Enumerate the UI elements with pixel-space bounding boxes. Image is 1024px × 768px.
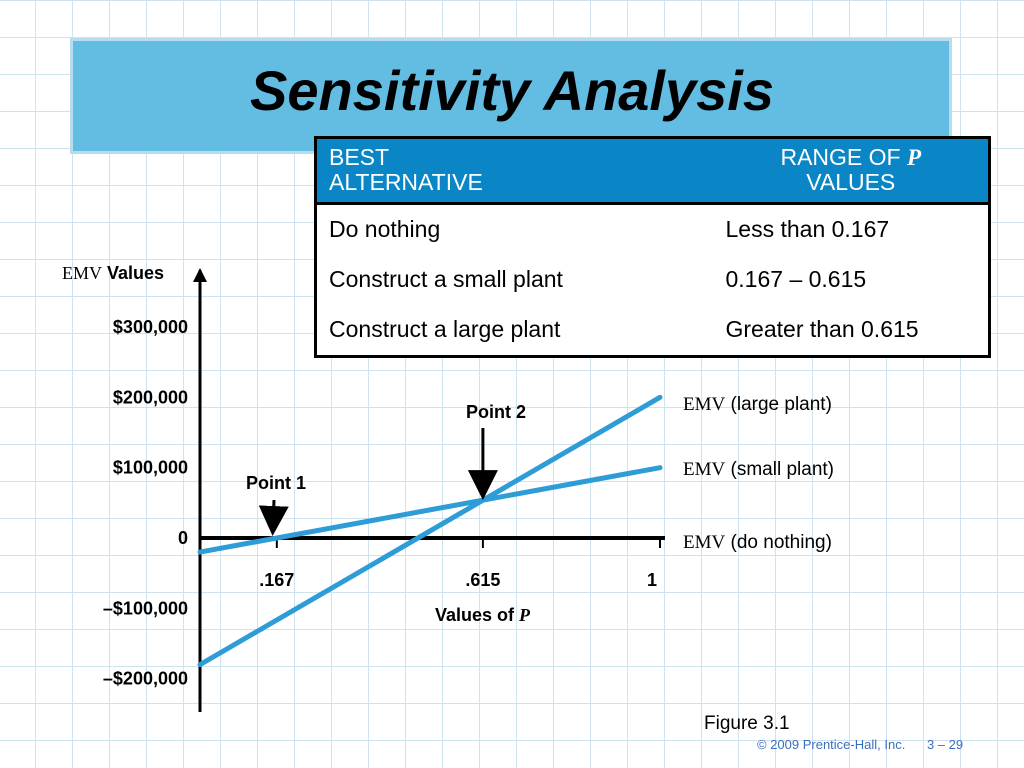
header-range-line1: RANGE OF <box>780 144 901 170</box>
y-axis-title-abbr: EMV <box>62 263 102 283</box>
point-1-arrow <box>258 499 289 536</box>
table-cell-alternative: Construct a large plant <box>329 316 561 343</box>
header-range-line2: VALUES <box>806 169 896 196</box>
header-range-of-p: RANGE OF P VALUES <box>713 137 990 205</box>
large-plant-line <box>197 394 663 668</box>
y-tick-label: $300,000 <box>113 317 188 337</box>
table-row: Construct a large plant Greater than 0.6… <box>316 305 990 356</box>
y-tick-label: –$200,000 <box>103 669 188 689</box>
table-cell-range: Greater than 0.615 <box>725 316 919 343</box>
alternatives-table: BEST ALTERNATIVE RANGE OF P VALUES Do no… <box>314 136 991 358</box>
y-axis-title-text: Values <box>107 263 165 283</box>
y-axis-arrow-icon <box>193 268 207 282</box>
small-plant-line <box>197 465 663 555</box>
header-best-line2: ALTERNATIVE <box>329 169 483 196</box>
point-1-label: Point 1 <box>246 473 306 493</box>
table-cell-range: Less than 0.167 <box>725 215 890 242</box>
y-tick-label: $100,000 <box>113 458 188 478</box>
x-tick-label: 1 <box>647 570 657 590</box>
y-tick-label: –$100,000 <box>103 598 188 618</box>
legend-do-nothing: EMV (do nothing) <box>683 532 832 554</box>
header-best-line1: BEST <box>329 144 390 170</box>
footer-page-number: 3 – 29 <box>926 737 964 752</box>
x-tick-label: .167 <box>259 570 294 590</box>
x-axis-title: Values of P <box>435 605 530 626</box>
x-axis-title-text: Values of <box>435 605 515 625</box>
table-row: Do nothing Less than 0.167 <box>316 203 990 254</box>
slide-title: Sensitivity Analysis <box>250 59 774 122</box>
legend-small-plant: EMV (small plant) <box>683 459 834 481</box>
chart-marks: $300,000 $200,000 $100,000 0 –$100,000 –$200,… <box>103 268 665 712</box>
legend-series-name: (small plant) <box>730 459 834 480</box>
legend-prefix: EMV <box>683 532 726 553</box>
y-tick-label: 0 <box>178 528 188 548</box>
legend-large-plant: EMV (large plant) <box>683 394 832 416</box>
title-banner <box>70 38 952 154</box>
legend-prefix: EMV <box>683 459 726 480</box>
x-axis-title-var: P <box>519 605 531 625</box>
table-row: Construct a small plant 0.167 – 0.615 <box>316 254 990 305</box>
legend-series-name: (do nothing) <box>730 532 832 553</box>
footer: © 2009 Prentice-Hall, Inc. 3 – 29 <box>757 737 963 752</box>
footer-copyright: © 2009 Prentice-Hall, Inc. <box>757 737 906 752</box>
table-cell-alternative: Do nothing <box>329 215 441 242</box>
x-tick-label: .615 <box>465 570 500 590</box>
table-header-row: BEST ALTERNATIVE RANGE OF P VALUES <box>315 137 990 205</box>
table-cell-alternative: Construct a small plant <box>329 266 563 293</box>
figure-label: Figure 3.1 <box>704 713 790 734</box>
table-cell-range: 0.167 – 0.615 <box>725 266 867 293</box>
legend-series-name: (large plant) <box>730 394 832 415</box>
y-axis-title: EMV Values <box>62 263 164 284</box>
point-2-label: Point 2 <box>466 402 526 422</box>
legend-prefix: EMV <box>683 394 726 415</box>
header-best-alternative: BEST ALTERNATIVE <box>315 137 714 205</box>
header-range-var: P <box>906 145 922 170</box>
y-tick-label: $200,000 <box>113 387 188 407</box>
